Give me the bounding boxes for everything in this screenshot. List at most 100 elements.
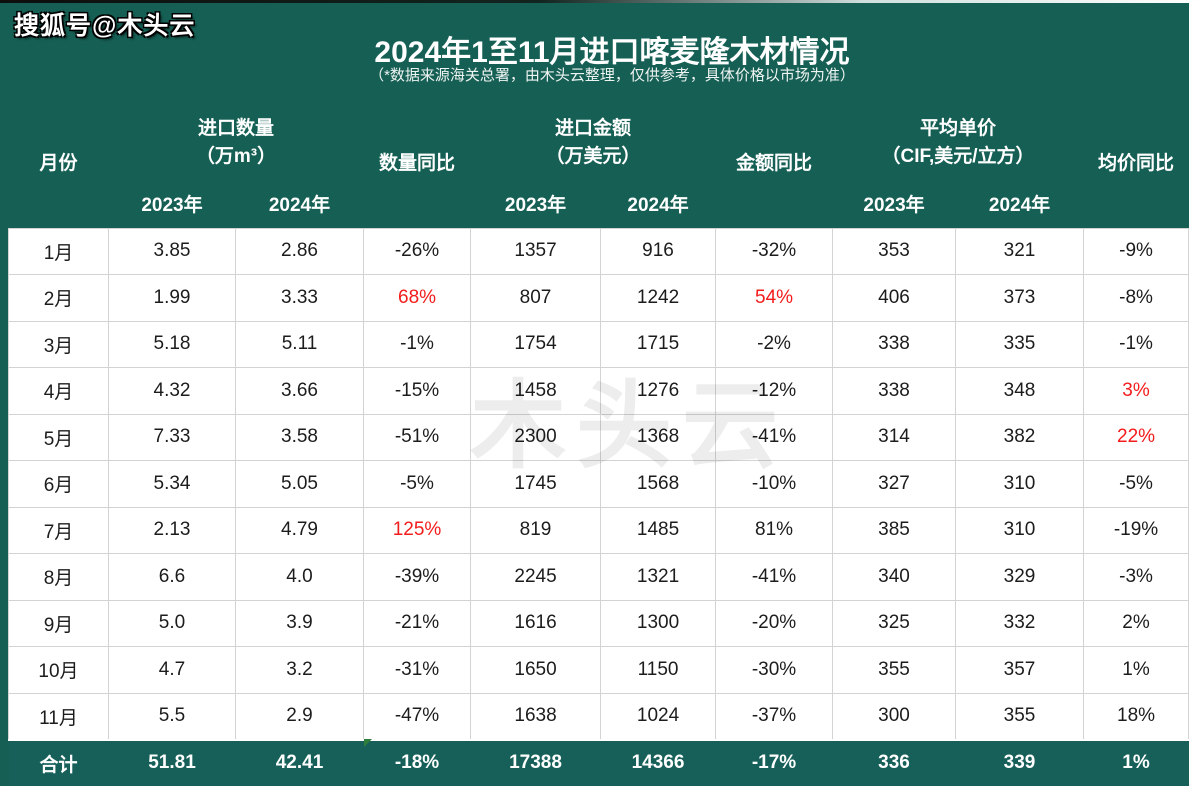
cell-amt-2024: 1150	[600, 646, 717, 694]
cell-amt-2024: 1024	[600, 692, 717, 740]
cell-qty-yoy: -15%	[363, 367, 472, 415]
cell-qty-2024: 3.66	[234, 367, 365, 415]
cell-price-2024: 335	[955, 320, 1085, 368]
cell-amt-yoy: -30%	[715, 646, 834, 694]
cell-month: 8月	[8, 553, 109, 601]
table-row: 7月 2.13 4.79 125% 819 1485 81% 385 310 -…	[8, 506, 1190, 554]
cell-price-2023: 327	[832, 460, 957, 508]
table-row: 11月 5.5 2.9 -47% 1638 1024 -37% 300 355 …	[8, 692, 1190, 740]
cell-month: 9月	[8, 599, 109, 647]
cell-price-2024: 357	[955, 646, 1085, 694]
header-price-unit: （CIF,美元/立方）	[881, 145, 1035, 167]
cell-qty-2024: 5.05	[234, 460, 365, 508]
header-amt-unit: （万美元）	[545, 145, 641, 167]
cell-amt-2024: 1485	[600, 506, 717, 554]
cell-price-yoy: -8%	[1083, 274, 1190, 322]
cell-qty-2023: 2.13	[108, 506, 236, 554]
cell-qty-2024: 4.79	[234, 506, 365, 554]
cell-price-2024: 373	[955, 274, 1085, 322]
cell-price-yoy: 1%	[1083, 646, 1190, 694]
total-amt-2023: 17388	[470, 738, 601, 786]
cell-amt-2023: 1638	[470, 692, 602, 740]
page-subtitle: （*数据来源海关总署，由木头云整理，仅供参考，具体价格以市场为准）	[369, 67, 855, 84]
top-edge-strip	[0, 0, 1200, 3]
cell-price-yoy: -9%	[1083, 227, 1190, 275]
table-row: 6月 5.34 5.05 -5% 1745 1568 -10% 327 310 …	[8, 460, 1190, 508]
cell-price-2023: 325	[832, 599, 957, 647]
cell-amt-2023: 2245	[470, 553, 602, 601]
cell-amt-yoy: -12%	[715, 367, 834, 415]
cell-price-2023: 314	[832, 413, 957, 461]
cell-qty-2023: 5.34	[108, 460, 236, 508]
cell-amt-2023: 1458	[470, 367, 602, 415]
cell-amt-2024: 1300	[600, 599, 717, 647]
cell-price-2024: 382	[955, 413, 1085, 461]
cell-price-2024: 321	[955, 227, 1085, 275]
cell-amt-2024: 1568	[600, 460, 717, 508]
cell-qty-yoy: -51%	[363, 413, 472, 461]
cell-price-yoy: 3%	[1083, 367, 1190, 415]
cell-price-yoy: -1%	[1083, 320, 1190, 368]
header-price-title: 平均单价	[920, 117, 997, 139]
cell-qty-2023: 5.18	[108, 320, 236, 368]
cell-qty-2023: 1.99	[108, 274, 236, 322]
cell-amt-yoy: -37%	[715, 692, 834, 740]
cell-month: 2月	[8, 274, 109, 322]
cell-qty-2023: 4.32	[108, 367, 236, 415]
cell-qty-yoy: 68%	[363, 274, 472, 322]
cell-price-yoy: 18%	[1083, 692, 1190, 740]
cell-amt-yoy: 81%	[715, 506, 834, 554]
cell-price-yoy: -19%	[1083, 506, 1190, 554]
cell-qty-2024: 3.58	[234, 413, 365, 461]
total-qty-yoy: -18%	[363, 738, 471, 786]
cell-amt-yoy: -32%	[715, 227, 834, 275]
cell-price-2023: 353	[832, 227, 957, 275]
total-label: 合计	[8, 738, 109, 786]
cell-amt-2024: 1321	[600, 553, 717, 601]
header-qty-2024: 2024年	[268, 195, 331, 217]
cell-price-yoy: 22%	[1083, 413, 1190, 461]
header-qty-yoy: 数量同比	[379, 152, 456, 174]
table-row: 2月 1.99 3.33 68% 807 1242 54% 406 373 -8…	[8, 274, 1190, 322]
cell-amt-yoy: -41%	[715, 553, 834, 601]
cell-qty-yoy: -31%	[363, 646, 472, 694]
header-amt-2024: 2024年	[627, 195, 689, 217]
cell-amt-2023: 1650	[470, 646, 602, 694]
total-price-2023: 336	[832, 738, 956, 786]
cell-qty-yoy: -47%	[363, 692, 472, 740]
cell-amt-2024: 1368	[600, 413, 717, 461]
cell-qty-yoy: -26%	[363, 227, 472, 275]
cell-qty-2024: 3.33	[234, 274, 365, 322]
cell-price-2023: 338	[832, 320, 957, 368]
total-qty-2023: 51.81	[108, 738, 236, 786]
cell-amt-2023: 1616	[470, 599, 602, 647]
cell-month: 5月	[8, 413, 109, 461]
cell-qty-yoy: -1%	[363, 320, 472, 368]
header-amt-yoy: 金额同比	[736, 152, 813, 174]
cell-price-2024: 332	[955, 599, 1085, 647]
cell-qty-2024: 3.2	[234, 646, 365, 694]
cell-amt-yoy: -20%	[715, 599, 834, 647]
cell-qty-2023: 3.85	[108, 227, 236, 275]
header-amt-group: 进口金额 （万美元）	[471, 100, 716, 185]
cell-qty-2023: 7.33	[108, 413, 236, 461]
cell-amt-2023: 1357	[470, 227, 602, 275]
cell-amt-2024: 916	[600, 227, 717, 275]
table-row: 3月 5.18 5.11 -1% 1754 1715 -2% 338 335 -…	[8, 320, 1190, 368]
cell-price-2023: 355	[832, 646, 957, 694]
total-price-2024: 339	[955, 738, 1084, 786]
cell-month: 1月	[8, 227, 109, 275]
cell-qty-2024: 2.9	[234, 692, 365, 740]
table-row: 10月 4.7 3.2 -31% 1650 1150 -30% 355 357 …	[8, 646, 1190, 694]
cell-qty-yoy: 125%	[363, 506, 472, 554]
cell-qty-yoy: -39%	[363, 553, 472, 601]
header-year-row: 2023年 2024年 2023年 2024年 2023年 2024年	[9, 185, 1189, 228]
cell-price-2023: 406	[832, 274, 957, 322]
cell-price-2023: 300	[832, 692, 957, 740]
cell-amt-2024: 1276	[600, 367, 717, 415]
header-qty-title: 进口数量	[198, 117, 275, 139]
cell-qty-2023: 6.6	[108, 553, 236, 601]
page-title: 2024年1至11月进口喀麦隆木材情况	[374, 36, 850, 69]
cell-price-2023: 340	[832, 553, 957, 601]
